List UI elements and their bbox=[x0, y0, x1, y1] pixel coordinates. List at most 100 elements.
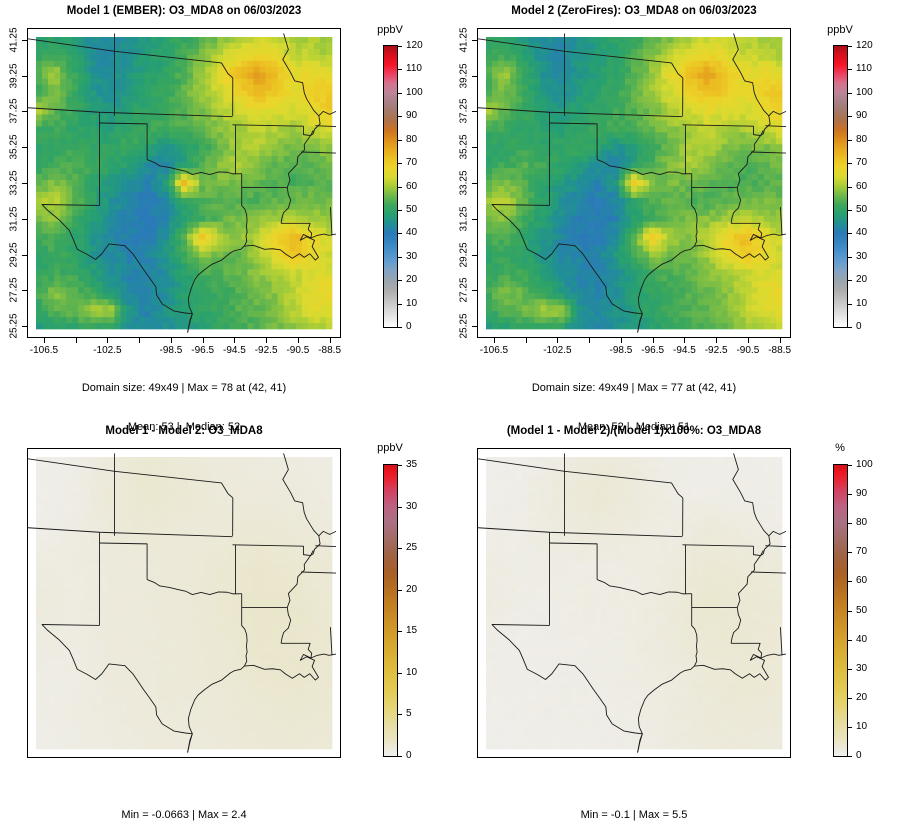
x-axis-tick-label: -96.5 bbox=[641, 345, 665, 356]
y-axis-tick bbox=[22, 147, 27, 149]
colorbar-tick-label: 20 bbox=[406, 274, 418, 286]
colorbar-tick-label: 15 bbox=[406, 625, 418, 637]
colorbar-tick bbox=[398, 69, 402, 71]
colorbar-tick bbox=[848, 668, 852, 670]
colorbar-tick bbox=[848, 523, 852, 525]
colorbar-tick bbox=[848, 116, 852, 118]
colorbar-tick bbox=[398, 714, 402, 716]
colorbar-tick-label: 40 bbox=[856, 633, 868, 645]
colorbar-tick bbox=[398, 209, 402, 211]
colorbar-tick-label: 40 bbox=[406, 227, 418, 239]
colorbar-tick bbox=[848, 494, 852, 496]
x-axis-tick bbox=[652, 338, 654, 343]
x-axis-tick bbox=[202, 338, 204, 343]
colorbar-tick bbox=[398, 139, 402, 141]
x-axis-tick bbox=[493, 338, 495, 343]
colorbar bbox=[833, 45, 848, 328]
colorbar-tick bbox=[398, 186, 402, 188]
colorbar-tick-label: 10 bbox=[856, 297, 868, 309]
colorbar-tick-label: 20 bbox=[406, 583, 418, 595]
colorbar-tick bbox=[848, 610, 852, 612]
colorbar-tick bbox=[848, 92, 852, 94]
colorbar-tick bbox=[848, 726, 852, 728]
colorbar-tick bbox=[398, 116, 402, 118]
x-axis-tick bbox=[557, 338, 559, 343]
panel-model2: Model 2 (ZeroFires): O3_MDA8 on 06/03/20… bbox=[450, 0, 900, 433]
colorbar-tick-label: 80 bbox=[406, 133, 418, 145]
colorbar-tick-label: 100 bbox=[856, 459, 873, 470]
colorbar-tick bbox=[398, 233, 402, 235]
colorbar-tick bbox=[398, 756, 402, 757]
y-axis-tick bbox=[22, 75, 27, 77]
colorbar-tick bbox=[848, 280, 852, 282]
colorbar-tick bbox=[848, 303, 852, 305]
map-canvas-percent-difference bbox=[477, 448, 791, 758]
colorbar-tick-label: 50 bbox=[856, 203, 868, 215]
colorbar-tick-label: 100 bbox=[406, 86, 423, 98]
colorbar-tick-label: 20 bbox=[856, 691, 868, 703]
y-axis-tick bbox=[22, 254, 27, 256]
colorbar-tick bbox=[848, 465, 852, 466]
y-axis-tick-label: 27.25 bbox=[458, 277, 470, 303]
y-axis-tick-label: 27.25 bbox=[8, 277, 20, 303]
colorbar-tick bbox=[398, 589, 402, 591]
colorbar-tick-label: 60 bbox=[406, 180, 418, 192]
colorbar-unit-label: ppbV bbox=[377, 442, 403, 454]
x-axis-tick bbox=[589, 338, 591, 343]
colorbar-tick bbox=[398, 163, 402, 165]
colorbar-tick bbox=[848, 186, 852, 188]
y-axis-tick bbox=[22, 290, 27, 292]
colorbar-tick bbox=[848, 69, 852, 71]
colorbar-unit-label: % bbox=[835, 442, 845, 454]
x-axis-tick-label: -98.5 bbox=[609, 345, 633, 356]
y-axis-tick-label: 39.25 bbox=[458, 62, 470, 89]
x-axis-tick-label: -106.5 bbox=[479, 345, 509, 356]
colorbar-tick bbox=[848, 209, 852, 211]
panel-difference: Model 1 - Model 2: O3_MDA8 ppbV Min = -0… bbox=[0, 420, 450, 840]
y-axis-tick bbox=[22, 326, 27, 328]
y-axis-tick bbox=[472, 290, 477, 292]
colorbar-tick bbox=[848, 139, 852, 141]
colorbar-tick-label: 30 bbox=[406, 500, 418, 512]
colorbar-tick-label: 0 bbox=[406, 750, 412, 761]
colorbar-tick-label: 60 bbox=[856, 180, 868, 192]
colorbar bbox=[383, 464, 398, 757]
colorbar-tick-label: 110 bbox=[406, 63, 422, 75]
colorbar-tick-label: 120 bbox=[406, 40, 423, 51]
panel-title: Model 1 - Model 2: O3_MDA8 bbox=[105, 425, 263, 437]
y-axis-tick-label: 33.25 bbox=[8, 170, 20, 196]
x-axis-tick bbox=[139, 338, 141, 343]
stats-line1: Domain size: 49x49 | Max = 77 at (42, 41… bbox=[531, 382, 737, 394]
y-axis-tick-label: 33.25 bbox=[458, 170, 470, 196]
colorbar-tick-label: 90 bbox=[856, 110, 868, 122]
x-axis-tick bbox=[620, 338, 622, 343]
colorbar-tick bbox=[398, 280, 402, 282]
y-axis-tick-label: 39.25 bbox=[8, 62, 20, 89]
colorbar-tick-label: 10 bbox=[856, 720, 868, 732]
colorbar-tick-label: 30 bbox=[856, 662, 868, 674]
stats-line2: Mean: 53 | Median: 52 bbox=[127, 421, 241, 433]
x-axis-tick-label: -106.5 bbox=[29, 345, 59, 356]
y-axis-tick-label: 25.25 bbox=[8, 313, 20, 339]
x-axis-tick bbox=[329, 338, 331, 343]
colorbar-tick-label: 30 bbox=[406, 250, 418, 262]
panel-stats: Domain size: 49x49 | Max = 77 at (42, 41… bbox=[477, 356, 791, 460]
y-axis-tick bbox=[472, 39, 477, 41]
colorbar-tick-label: 70 bbox=[856, 157, 868, 169]
colorbar-tick bbox=[398, 92, 402, 94]
colorbar bbox=[833, 464, 848, 757]
panel-stats: Min = -0.0663 | Max = 2.4 Mean: 0.779 | … bbox=[27, 783, 341, 840]
colorbar-tick bbox=[848, 327, 852, 328]
y-axis-tick-label: 35.25 bbox=[8, 134, 20, 160]
stats-line1: Min = -0.0663 | Max = 2.4 bbox=[121, 809, 247, 821]
colorbar-tick bbox=[398, 46, 402, 47]
colorbar-unit-label: ppbV bbox=[827, 24, 853, 36]
colorbar-tick-label: 70 bbox=[406, 157, 418, 169]
y-axis-tick bbox=[472, 183, 477, 184]
colorbar-tick-label: 30 bbox=[856, 250, 868, 262]
panel-model1: Model 1 (EMBER): O3_MDA8 on 06/03/2023 p… bbox=[0, 0, 450, 433]
panel-percent-difference: (Model 1 - Model 2)/(Model 1)x100%: O3_M… bbox=[450, 420, 900, 840]
x-axis-tick bbox=[170, 338, 172, 343]
x-axis-tick-label: -88.5 bbox=[768, 345, 792, 356]
colorbar-tick bbox=[848, 697, 852, 699]
